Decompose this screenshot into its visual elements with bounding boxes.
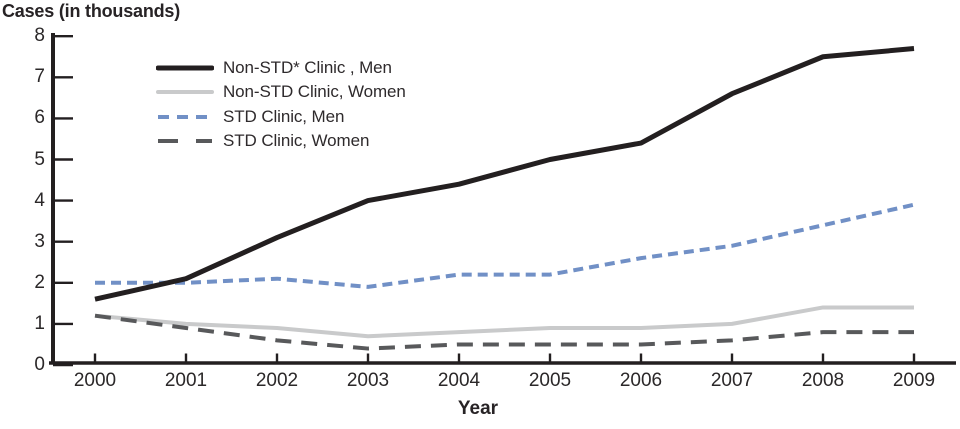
x-tick-label: 2003 — [346, 370, 390, 391]
x-tick-label: 2005 — [528, 370, 572, 391]
legend-label: Non-STD* Clinic , Men — [223, 58, 392, 78]
legend-item: Non-STD Clinic, Women — [156, 80, 406, 104]
x-tick-label: 2001 — [164, 370, 208, 391]
series-line-0 — [94, 46, 915, 302]
series-line-2 — [95, 202, 915, 289]
chart-title: Cases (in thousands) — [2, 1, 181, 21]
y-tick-label: 3 — [34, 230, 45, 252]
legend-key-line — [156, 90, 214, 95]
series-line-1 — [94, 305, 914, 339]
x-axis-title: Year — [457, 398, 499, 419]
y-tick-label: 4 — [34, 189, 45, 211]
y-tick-label: 5 — [34, 148, 45, 170]
legend-label: STD Clinic, Men — [223, 106, 345, 126]
y-tick-label: 8 — [34, 25, 45, 47]
x-tick-label: 2000 — [73, 370, 117, 391]
y-tick-label: 1 — [34, 312, 45, 334]
legend-item: STD Clinic, Women — [156, 129, 406, 153]
legend-key-line — [158, 114, 212, 119]
y-tick-label: 6 — [34, 107, 45, 129]
series-line-3 — [94, 313, 914, 351]
legend-item: Non-STD* Clinic , Men — [156, 56, 406, 80]
x-tick-label: 2008 — [801, 370, 845, 391]
legend-label: STD Clinic, Women — [223, 131, 370, 151]
y-tick-label: 0 — [34, 354, 45, 375]
x-tick-label: 2002 — [255, 370, 299, 391]
y-tick-label: 7 — [34, 66, 45, 88]
legend-key-line — [156, 65, 214, 71]
x-tick-label: 2006 — [619, 370, 663, 391]
legend-label: Non-STD Clinic, Women — [223, 82, 406, 102]
x-tick-label: 2007 — [710, 370, 754, 391]
legend-key-line — [158, 139, 212, 144]
legend: Non-STD* Clinic , Men Non-STD Clinic, Wom… — [156, 56, 406, 153]
legend-item: STD Clinic, Men — [156, 105, 406, 129]
x-tick-label: 2004 — [437, 370, 481, 391]
x-tick-label: 2009 — [892, 370, 936, 391]
y-tick-label: 2 — [34, 271, 45, 293]
